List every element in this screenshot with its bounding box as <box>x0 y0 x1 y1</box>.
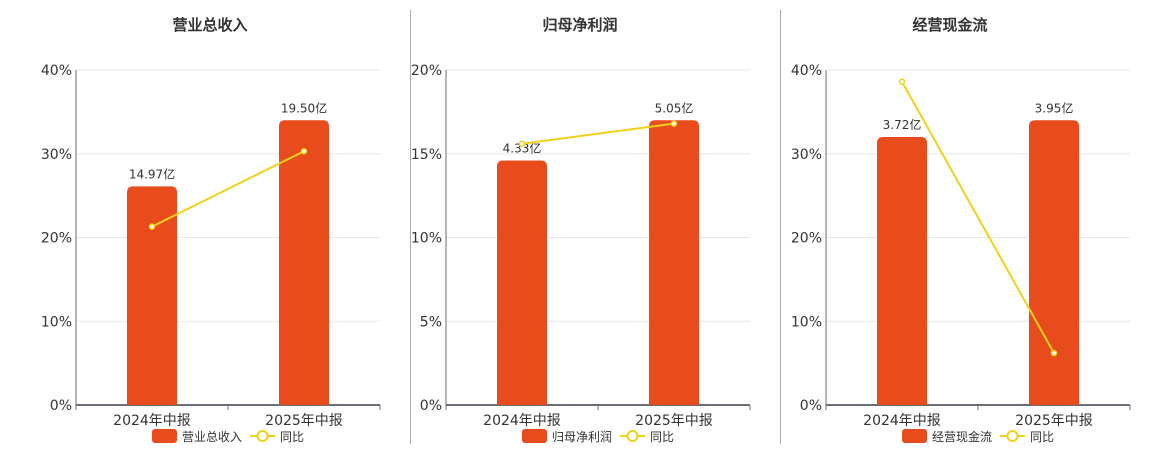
x-category-label: 2025年中报 <box>635 413 713 429</box>
y-tick-label: 15% <box>411 147 442 163</box>
x-category-label: 2024年中报 <box>483 413 561 429</box>
legend-line-label: 同比 <box>1030 430 1054 444</box>
y-tick-label: 20% <box>41 231 72 247</box>
x-category-label: 2025年中报 <box>1015 413 1093 429</box>
y-tick-label: 10% <box>411 231 442 247</box>
bar <box>497 160 547 405</box>
legend-bar-swatch <box>152 429 177 443</box>
x-category-label: 2025年中报 <box>265 413 343 429</box>
yoy-line <box>521 122 675 145</box>
y-tick-label: 20% <box>411 63 442 79</box>
yoy-point <box>148 223 156 230</box>
x-category-label: 2024年中报 <box>863 413 941 429</box>
legend-line-label: 同比 <box>650 430 674 444</box>
legend-bar-label: 营业总收入 <box>182 430 242 444</box>
y-tick-label: 0% <box>800 398 822 414</box>
legend-bar-label: 归母净利润 <box>552 430 612 444</box>
panel-divider <box>410 10 411 444</box>
bar-value-label: 3.95亿 <box>1035 100 1074 115</box>
chart-title: 营业总收入 <box>172 16 248 34</box>
yoy-point <box>670 120 678 127</box>
yoy-point <box>1050 349 1058 357</box>
yoy-line <box>151 150 305 228</box>
chart-net-profit: 归母净利润 <box>542 16 617 34</box>
legend-bar-label: 经营现金流 <box>932 429 992 444</box>
bar-value-label: 4.33亿 <box>503 140 542 155</box>
legend-bar-swatch <box>902 429 927 443</box>
y-tick-label: 0% <box>50 398 72 414</box>
yoy-line <box>901 81 1055 354</box>
y-tick-label: 30% <box>791 147 822 163</box>
bar <box>127 186 177 405</box>
bar <box>649 120 699 405</box>
y-tick-label: 40% <box>41 63 72 79</box>
bar <box>279 120 329 405</box>
y-tick-label: 40% <box>791 63 822 79</box>
bar-value-label: 5.05亿 <box>655 100 694 115</box>
y-tick-label: 5% <box>420 314 442 330</box>
legend-bar-swatch <box>522 429 547 443</box>
chart-title: 归母净利润 <box>542 16 618 34</box>
chart-title: 经营现金流 <box>912 16 988 34</box>
y-tick-label: 10% <box>41 314 72 330</box>
chart-revenue: 营业总收入 <box>0 0 410 450</box>
y-tick-label: 20% <box>791 231 822 247</box>
legend-line-marker <box>1006 430 1019 442</box>
yoy-point <box>300 147 308 155</box>
y-tick-label: 0% <box>420 398 442 414</box>
bar-value-label: 14.97亿 <box>129 166 175 181</box>
legend-line-label: 同比 <box>280 430 304 444</box>
y-tick-label: 30% <box>41 147 72 163</box>
bar <box>877 137 927 405</box>
bar <box>1029 120 1079 405</box>
bar-value-label: 19.50亿 <box>281 100 327 115</box>
x-category-label: 2024年中报 <box>113 413 191 429</box>
legend-line-marker <box>256 430 269 442</box>
yoy-point <box>518 140 526 147</box>
y-tick-label: 10% <box>791 314 822 330</box>
bar-value-label: 3.72亿 <box>883 117 922 132</box>
legend-line-marker <box>626 430 639 442</box>
yoy-point <box>898 78 906 85</box>
panel-divider <box>780 10 781 444</box>
